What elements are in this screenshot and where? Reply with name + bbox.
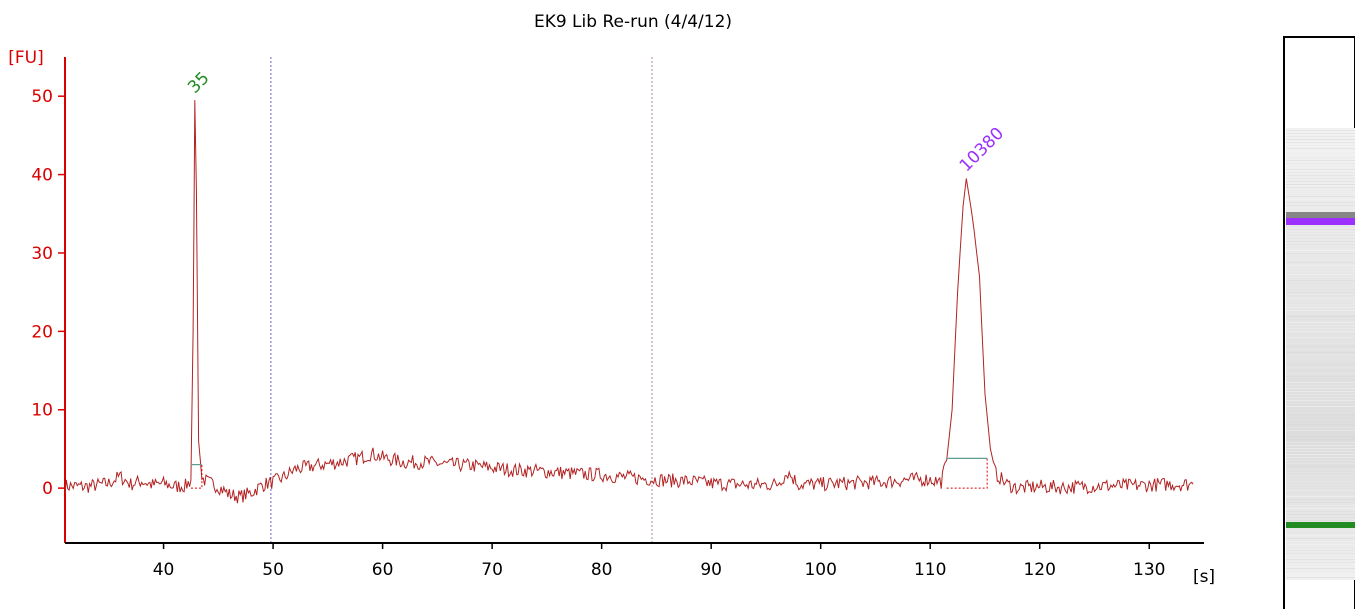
y-tick-label: 50 [31,87,53,107]
gel-upper-smear [1286,212,1355,220]
peak-region [946,458,988,489]
x-tick-label: 120 [1023,560,1055,580]
peak-label: 10380 [956,124,1008,176]
peak-annotations: 35 10380 [184,68,1008,489]
y-tick-label: 40 [31,166,53,186]
gel-image [1283,36,1355,609]
marker-lines [270,57,653,543]
x-tick-label: 50 [262,560,284,580]
x-tick-label: 90 [700,560,722,580]
x-tick-label: 130 [1133,560,1165,580]
y-tick-label: 0 [42,479,53,499]
x-axis-label: [s] [1193,567,1215,587]
axes: 40 50 60 70 80 90 100 110 120 130 0 10 20 30 40 50 [31,57,1204,580]
gel-upper-marker-band [1286,218,1355,225]
x-tick-label: 110 [914,560,946,580]
x-tick-label: 70 [481,560,503,580]
y-tick-label: 20 [31,322,53,342]
gel-lane [1286,128,1355,580]
x-tick-label: 40 [153,560,175,580]
series-layer [64,100,1194,504]
y-tick-label: 10 [31,401,53,421]
y-tick-label: 30 [31,244,53,264]
y-axis-label: [FU] [8,48,44,68]
peak-label: 35 [184,68,213,97]
gel-lower-marker-band [1286,522,1355,528]
trace-line [64,100,1194,504]
x-tick-label: 60 [372,560,394,580]
chart-title: EK9 Lib Re-run (4/4/12) [534,12,732,32]
x-tick-label: 100 [804,560,836,580]
x-tick-label: 80 [591,560,613,580]
peak-region [190,464,203,489]
